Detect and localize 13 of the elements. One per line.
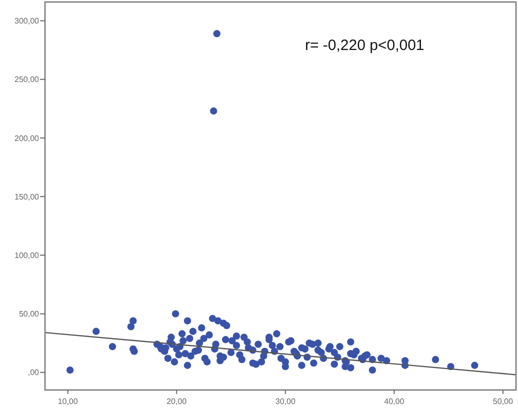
y-tick-label: ,00	[28, 368, 40, 378]
y-tick-label: 300,00	[14, 16, 40, 26]
x-tick-label: 40,00	[384, 397, 405, 406]
y-tick-label: 100,00	[14, 250, 40, 260]
x-tick-label: 10,00	[58, 397, 78, 406]
y-tick-label: 200,00	[14, 134, 40, 143]
x-tick-label: 20,00	[166, 397, 188, 406]
y-tick-label: 50,00	[18, 310, 40, 319]
annotation: r= -0,220 p<0,001	[305, 37, 424, 54]
y-tick-label: 150,00	[14, 192, 40, 202]
x-tick-label: 30,00	[275, 397, 296, 406]
y-tick-label: 250,00	[14, 75, 40, 84]
x-tick-label: 50,00	[492, 397, 514, 406]
